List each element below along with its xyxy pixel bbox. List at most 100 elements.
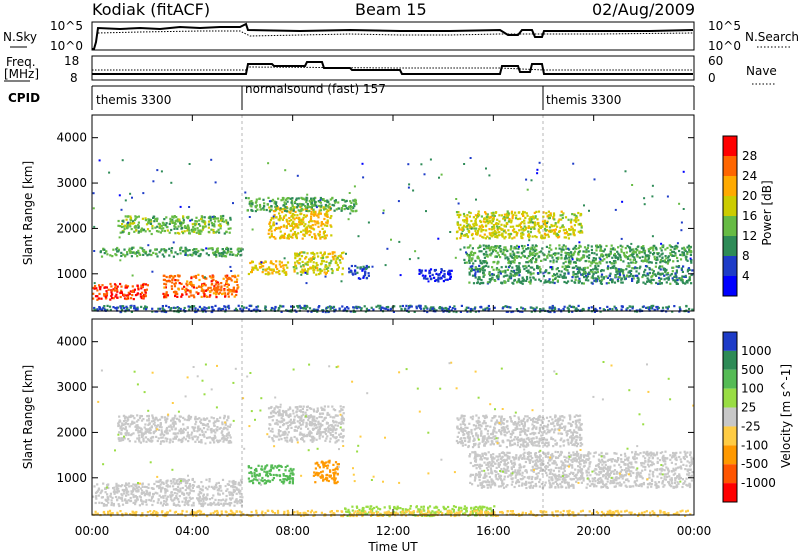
power-cell xyxy=(121,308,124,311)
power-cell xyxy=(319,270,322,273)
power-cell xyxy=(379,308,383,311)
power-cell xyxy=(632,252,635,255)
velocity-cell xyxy=(117,484,120,487)
power-cell xyxy=(644,268,647,271)
power-cell xyxy=(631,274,634,278)
power-cell xyxy=(610,279,613,282)
power-cell xyxy=(155,219,158,223)
power-cell xyxy=(216,230,219,233)
power-scatter-cell xyxy=(275,222,278,225)
power-cell xyxy=(649,251,652,254)
power-cell xyxy=(117,219,120,223)
power-cell xyxy=(174,306,177,310)
power-cell xyxy=(298,221,301,224)
power-cell xyxy=(262,207,265,210)
power-cell xyxy=(606,276,609,279)
power-cell xyxy=(575,307,578,310)
nave-label: Nave xyxy=(746,64,777,78)
power-cell xyxy=(198,278,201,282)
power-cell xyxy=(594,277,597,280)
velocity-cell xyxy=(157,424,160,427)
power-cell xyxy=(532,272,535,275)
power-cell xyxy=(224,305,227,308)
power-cell xyxy=(190,280,193,284)
power-cell xyxy=(317,225,320,228)
power-cell xyxy=(553,230,556,234)
power-cell xyxy=(361,269,364,272)
power-cell xyxy=(476,270,480,273)
power-cell xyxy=(500,233,503,236)
power-cell xyxy=(329,307,332,311)
power-cell xyxy=(482,267,485,270)
power-cell xyxy=(462,234,466,237)
velocity-cell xyxy=(165,426,169,430)
power-cell xyxy=(309,260,312,263)
power-cell xyxy=(315,261,318,265)
power-cell xyxy=(306,230,309,234)
power-scatter-cell xyxy=(300,273,303,276)
power-cell xyxy=(543,227,547,231)
power-cell xyxy=(644,256,647,259)
power-cell xyxy=(518,223,521,227)
power-cell xyxy=(182,309,185,312)
power-cell xyxy=(329,261,332,265)
power-cell xyxy=(300,220,303,223)
power-cell xyxy=(548,247,551,250)
power-cell xyxy=(306,203,309,206)
power-scatter-cell xyxy=(408,258,411,261)
power-cell xyxy=(345,207,348,210)
power-cell xyxy=(256,305,260,308)
power-cell xyxy=(492,227,495,230)
power-cell xyxy=(576,275,579,278)
power-cell xyxy=(523,245,526,248)
power-cell xyxy=(597,264,600,268)
power-cell xyxy=(647,278,650,281)
power-cell xyxy=(131,222,134,225)
power-scatter-cell xyxy=(599,258,602,261)
velocity-cell xyxy=(176,485,180,488)
power-scatter-cell xyxy=(305,282,308,285)
power-cell xyxy=(472,252,475,255)
velocity-cell xyxy=(159,422,162,425)
velocity-cell xyxy=(172,480,175,483)
power-cell xyxy=(554,247,558,250)
power-cell xyxy=(274,264,278,267)
power-cell xyxy=(322,260,325,263)
velocity-cell xyxy=(164,494,167,497)
power-cell xyxy=(631,267,634,270)
velocity-cell xyxy=(113,492,116,495)
power-cell xyxy=(541,237,544,240)
power-cell xyxy=(105,286,108,289)
power-cell xyxy=(321,227,324,230)
power-cell xyxy=(583,246,587,249)
power-cell xyxy=(513,274,516,277)
power-cell xyxy=(330,305,333,308)
power-cell xyxy=(504,231,507,234)
velocity-cell xyxy=(200,439,203,442)
power-cell xyxy=(499,256,502,259)
velocity-cell xyxy=(206,417,209,420)
power-cell xyxy=(523,267,526,271)
power-cell xyxy=(96,289,99,292)
power-cell xyxy=(539,308,542,311)
power-cell xyxy=(306,226,309,229)
power-cell xyxy=(140,305,143,308)
power-cell xyxy=(298,216,301,219)
power-cell xyxy=(313,256,316,259)
power-cell xyxy=(554,252,557,255)
power-cell xyxy=(567,234,570,237)
power-cell xyxy=(463,215,466,218)
power-cell xyxy=(652,273,655,276)
power-cell xyxy=(239,250,242,253)
power-cell xyxy=(661,252,664,255)
power-cell xyxy=(197,308,200,311)
velocity-cell xyxy=(145,499,148,502)
power-cell xyxy=(186,224,189,227)
power-cell xyxy=(403,308,407,311)
velocity-cell xyxy=(186,502,189,505)
power-cell xyxy=(548,278,551,281)
velocity-cell xyxy=(182,423,185,426)
velocity-cell xyxy=(125,501,128,504)
velocity-cell xyxy=(129,496,132,500)
